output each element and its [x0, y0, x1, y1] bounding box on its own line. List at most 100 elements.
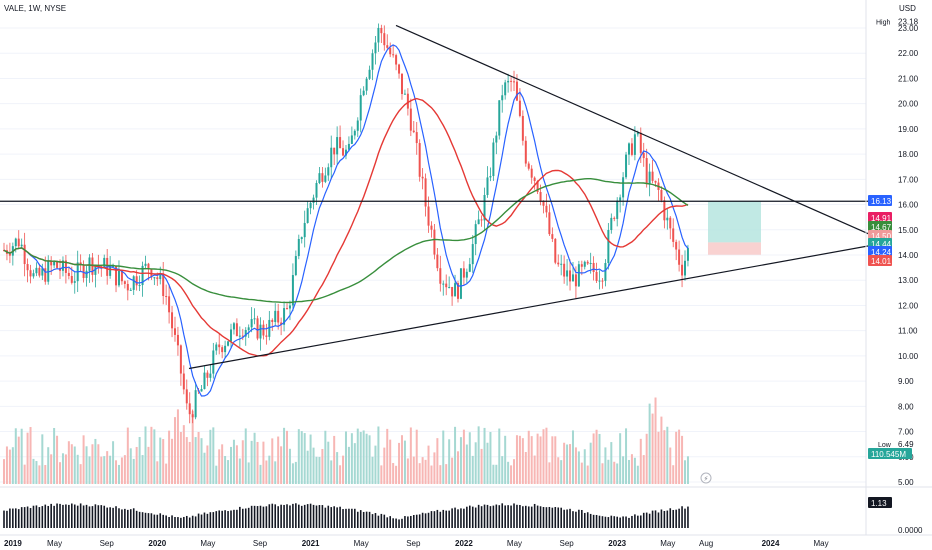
stop-zone	[708, 242, 761, 255]
oscillator-bar	[32, 505, 35, 528]
candle-body	[542, 201, 545, 206]
volume-bar	[660, 416, 663, 484]
candle-body	[368, 69, 371, 79]
candle-body	[451, 287, 454, 297]
candle-body	[362, 90, 365, 96]
oscillator-bar	[619, 517, 621, 528]
volume-bar	[666, 426, 669, 484]
volume-bar	[29, 427, 32, 484]
oscillator-bar	[147, 513, 150, 528]
oscillator-bar	[100, 505, 103, 528]
volume-bar	[85, 446, 88, 484]
volume-bar	[433, 452, 436, 484]
oscillator-bar	[298, 504, 300, 528]
volume-bar	[132, 458, 135, 484]
candle-body	[395, 55, 398, 65]
oscillator-bar	[639, 515, 642, 528]
candle-body	[286, 308, 289, 310]
oscillator-bar	[271, 503, 274, 528]
oscillator-bar	[468, 505, 471, 528]
oscillator-bar	[106, 507, 108, 528]
candle-body	[64, 260, 67, 273]
oscillator-bar	[56, 503, 58, 528]
volume-bar	[377, 426, 380, 484]
price-tick-label: 13.00	[898, 276, 919, 285]
volume-bar	[342, 455, 345, 484]
volume-bar	[67, 441, 70, 484]
oscillator-bar	[318, 505, 321, 528]
candle-body	[129, 289, 132, 291]
volume-bar	[206, 445, 209, 484]
volume-bar	[171, 438, 174, 484]
volume-bar	[492, 464, 495, 484]
oscillator-bar	[572, 511, 574, 528]
price-tick-label: 17.00	[898, 175, 919, 184]
oscillator-bar	[41, 506, 44, 528]
oscillator-bar	[330, 507, 333, 528]
candle-body	[232, 323, 235, 330]
candle-body	[486, 177, 489, 195]
volume-bar	[386, 428, 389, 484]
candle-body	[403, 93, 406, 95]
volume-bar	[392, 463, 395, 484]
candle-body	[465, 271, 468, 278]
candle-body	[557, 262, 560, 265]
oscillator-bar	[312, 504, 315, 528]
oscillator-bar	[589, 513, 592, 528]
oscillator-bar	[35, 505, 38, 528]
ma-fast-line	[3, 44, 689, 397]
volume-bar	[150, 426, 153, 484]
flash-icon	[700, 472, 712, 484]
oscillator-bar	[62, 504, 64, 528]
volume-bar	[14, 428, 17, 484]
candle-body	[300, 237, 303, 240]
oscillator-bar	[342, 509, 344, 528]
candle-body	[684, 260, 687, 276]
candle-body	[218, 344, 221, 348]
candle-body	[212, 350, 215, 374]
volume-bar	[35, 461, 38, 484]
volume-bar	[303, 433, 306, 484]
oscillator-bar	[554, 507, 557, 528]
volume-bar	[274, 461, 277, 484]
volume-bar	[607, 459, 610, 484]
volume-bar	[409, 427, 412, 484]
candle-body	[73, 281, 76, 283]
price-tick-label: 14.00	[898, 251, 919, 260]
candle-body	[120, 270, 123, 282]
candle-body	[648, 171, 651, 185]
oscillator-bar	[684, 508, 686, 528]
candle-body	[67, 272, 70, 276]
oscillator-bar	[492, 505, 495, 528]
volume-bar	[291, 463, 294, 484]
volume-bar	[574, 447, 577, 484]
candle-body	[625, 154, 628, 178]
candle-body	[636, 132, 639, 135]
oscillator-bar	[356, 511, 359, 528]
volume-bar	[56, 435, 59, 484]
price-tick-label: 12.00	[898, 301, 919, 310]
volume-bar	[527, 430, 530, 484]
volume-bar	[8, 449, 11, 484]
oscillator-bar	[292, 503, 294, 528]
candle-body	[563, 263, 566, 277]
oscillator-bar	[162, 514, 164, 528]
oscillator-bar	[295, 503, 297, 528]
volume-bar	[173, 417, 176, 484]
price-badges: High 23.1816.1314.9114.6714.5014.4414.241…	[700, 17, 923, 535]
candle-body	[350, 135, 353, 144]
oscillator-bar	[616, 516, 618, 528]
oscillator-bar	[654, 510, 657, 528]
time-tick-label: May	[814, 539, 829, 548]
candle-body	[112, 265, 115, 268]
volume-bar	[504, 435, 507, 484]
oscillator-bar	[209, 512, 212, 528]
oscillator-bar	[504, 505, 506, 528]
oscillator-bar	[168, 516, 170, 528]
candle-body	[44, 268, 47, 282]
candle-body	[433, 229, 436, 255]
oscillator-bar	[687, 506, 689, 528]
volume-bar	[625, 428, 628, 484]
candle-body	[250, 319, 253, 328]
